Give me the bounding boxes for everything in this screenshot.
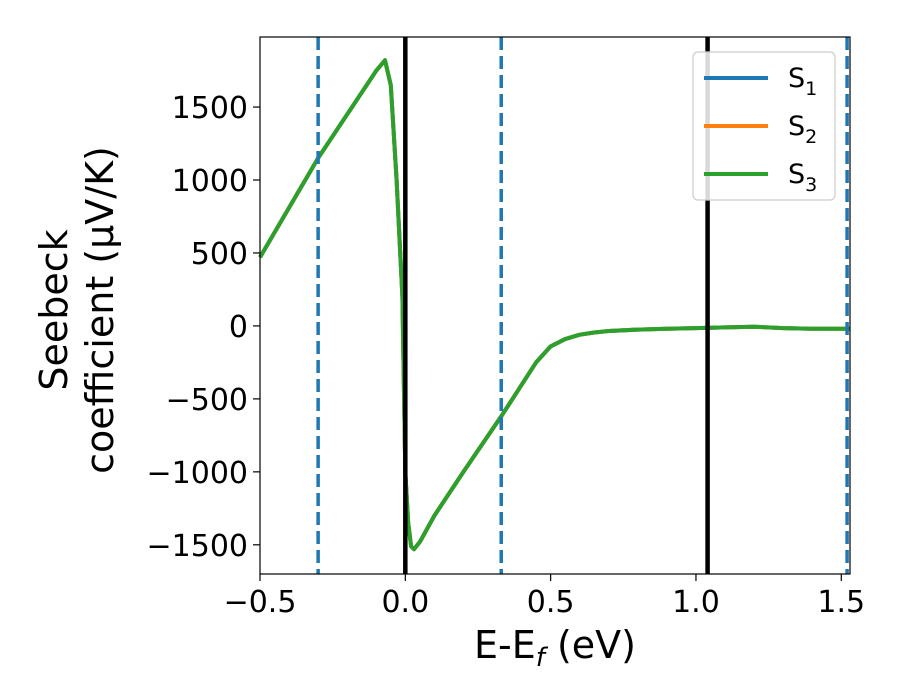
x-tick-label: 1.0 xyxy=(672,585,720,620)
y-axis-ticks: −1500 −1000 −500 0 500 1000 1500 xyxy=(147,91,260,564)
y-axis-title: Seebeck coefficient (μV/K) xyxy=(32,146,122,474)
y-tick-label: 1000 xyxy=(172,164,248,199)
x-tick-label: 0.0 xyxy=(381,585,429,620)
x-axis-ticks: −0.5 0.0 0.5 1.0 1.5 xyxy=(224,574,865,620)
x-tick-label: 0.5 xyxy=(527,585,575,620)
legend-label-2: S2 xyxy=(788,111,817,148)
legend-label-3: S3 xyxy=(788,159,817,196)
x-tick-label: −0.5 xyxy=(224,585,297,620)
legend-label-1: S1 xyxy=(788,63,817,100)
x-axis-title-main: E-E xyxy=(474,623,536,667)
y-tick-label: 1500 xyxy=(172,91,248,126)
plot-frame xyxy=(259,36,851,575)
y-tick-label: 500 xyxy=(191,237,248,272)
y-tick-label: −1000 xyxy=(147,456,248,491)
x-axis-title-unit: (eV) xyxy=(545,623,636,667)
legend: S1 S2 S3 xyxy=(692,51,836,201)
x-axis-title: E-Ef (eV) xyxy=(474,623,636,673)
y-axis-title-line2: coefficient (μV/K) xyxy=(78,146,122,474)
x-tick-label: 1.5 xyxy=(817,585,865,620)
y-tick-label: −1500 xyxy=(147,529,248,564)
y-tick-label: −500 xyxy=(166,383,248,418)
y-tick-label: 0 xyxy=(229,310,248,345)
y-axis-title-line1: Seebeck xyxy=(32,229,76,390)
